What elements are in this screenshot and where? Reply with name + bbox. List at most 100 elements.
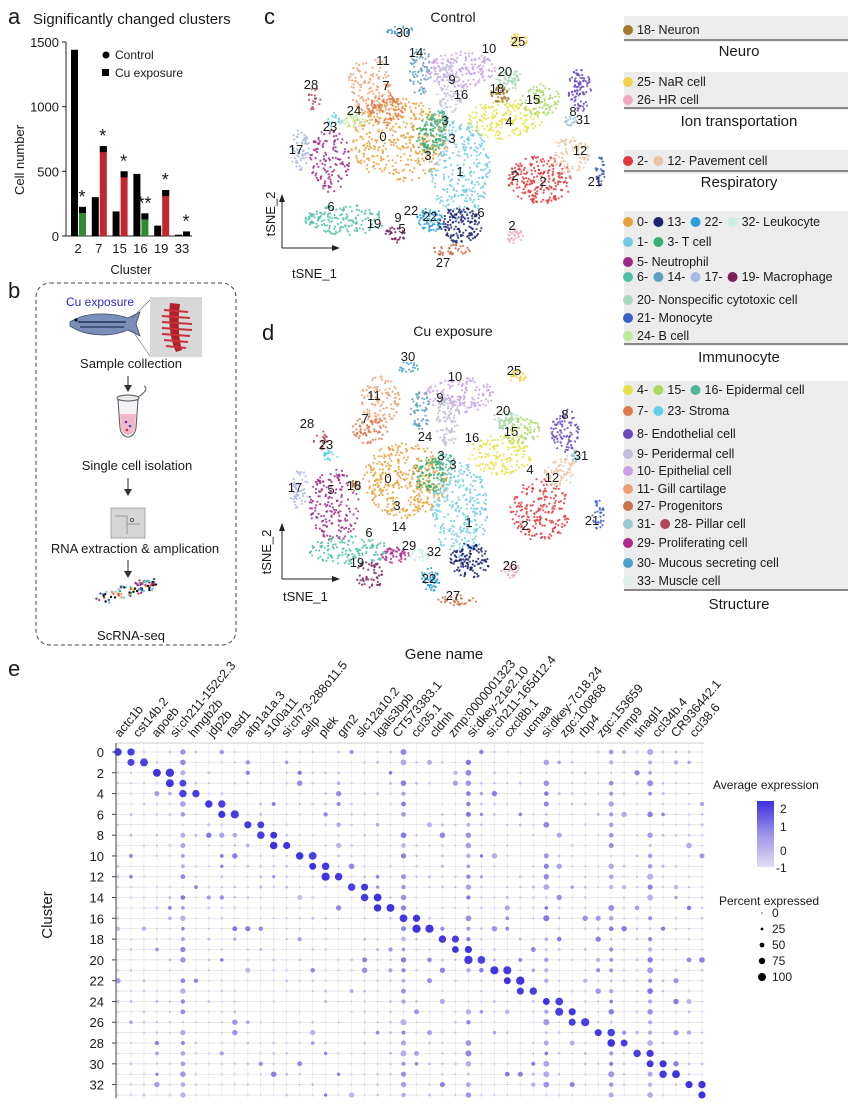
tsne-point <box>558 507 561 510</box>
tsne-point <box>503 472 506 475</box>
tsne-point <box>333 233 337 236</box>
tsne-point <box>484 106 487 109</box>
tsne-point <box>478 143 481 146</box>
tsne-point <box>564 147 568 151</box>
tsne-point <box>551 527 554 531</box>
tsne-point <box>539 91 542 94</box>
tsne-point <box>599 511 602 514</box>
tsne-point <box>509 472 512 475</box>
tsne-point <box>341 138 344 141</box>
tsne-point <box>365 132 368 135</box>
tsne-point <box>375 162 378 165</box>
tsne-point <box>543 99 547 102</box>
tsne-point <box>579 76 582 79</box>
tsne-point <box>439 143 442 146</box>
tsne-point <box>444 412 447 415</box>
tsne-point <box>395 411 398 414</box>
tsne-point <box>386 476 389 479</box>
mini-point <box>109 595 113 599</box>
tsne-point <box>600 183 603 186</box>
tsne-point <box>536 190 539 193</box>
tsne-point <box>586 81 589 84</box>
tsne-point <box>385 126 388 129</box>
tsne-point <box>475 150 479 153</box>
tsne-point <box>433 471 436 474</box>
tsne-point <box>455 143 458 146</box>
tsne-point <box>438 214 441 217</box>
tsne-point <box>410 149 413 152</box>
tsne-point <box>499 84 502 87</box>
tsne-point <box>443 496 446 499</box>
tsne-point <box>338 176 341 179</box>
tsne-point <box>521 234 525 238</box>
tsne-point <box>360 86 363 89</box>
tsne-point <box>329 232 332 235</box>
tsne-point <box>419 101 423 104</box>
tsne-point <box>503 87 506 90</box>
tsne-point <box>424 212 427 215</box>
tsne-point <box>554 526 557 529</box>
tsne-point <box>420 69 423 72</box>
tsne-point <box>533 181 536 184</box>
tsne-point <box>464 515 467 518</box>
tsne-point <box>475 146 478 149</box>
tsne-point <box>533 428 536 431</box>
tsne-point <box>421 56 424 59</box>
tsne-point <box>381 105 384 108</box>
tsne-point <box>436 517 439 521</box>
tsne-point <box>356 230 359 233</box>
tsne-point <box>388 229 391 233</box>
tsne-point <box>526 504 529 507</box>
tsne-point <box>427 465 430 468</box>
tsne-point <box>391 226 394 229</box>
tsne-point <box>507 79 510 82</box>
tsne-point <box>417 89 421 92</box>
tsne-point <box>596 167 599 170</box>
tsne-point <box>443 419 446 423</box>
tsne-point <box>397 487 401 490</box>
tsne-point <box>381 468 385 471</box>
tsne-point <box>412 498 415 501</box>
tsne-point <box>394 141 397 145</box>
tsne-point <box>471 52 474 55</box>
tsne-point <box>416 127 419 130</box>
tsne-point <box>417 492 421 495</box>
tsne-point <box>319 98 322 101</box>
tsne-point <box>404 484 407 487</box>
bar-cu-7 <box>99 146 107 236</box>
tsne-point <box>442 484 445 487</box>
tsne-point <box>511 77 514 80</box>
tsne-point <box>324 139 327 142</box>
tsne-point <box>458 68 461 71</box>
tsne-point <box>434 511 437 514</box>
tsne-point <box>345 217 348 220</box>
tsne-point <box>465 146 468 149</box>
tsne-point <box>474 519 477 522</box>
tsne-point <box>349 75 352 78</box>
tsne-point <box>364 231 367 234</box>
tsne-point <box>322 167 325 170</box>
tsne-point <box>380 378 383 381</box>
tsne-point <box>564 120 567 124</box>
tsne-point <box>544 487 547 490</box>
tsne-point <box>417 222 420 225</box>
tsne-point <box>469 147 472 150</box>
tsne-point <box>431 223 434 226</box>
tsne-point <box>469 532 472 535</box>
tsne-point <box>456 207 459 210</box>
tsne-point <box>315 212 318 215</box>
tsne-point <box>532 430 536 433</box>
tsne-point <box>413 59 416 62</box>
tsne-point <box>477 204 480 207</box>
tsne-point <box>486 389 489 392</box>
tsne-point <box>372 484 375 487</box>
cluster-label: 2 <box>511 168 518 183</box>
tsne-point <box>417 71 420 74</box>
tsne-point <box>522 177 526 181</box>
tsne-point <box>455 99 459 102</box>
tsne-point <box>565 123 569 126</box>
tsne-point <box>516 133 520 136</box>
tsne-point <box>440 247 443 250</box>
tsne-point <box>368 142 371 145</box>
tsne-point <box>573 96 576 99</box>
